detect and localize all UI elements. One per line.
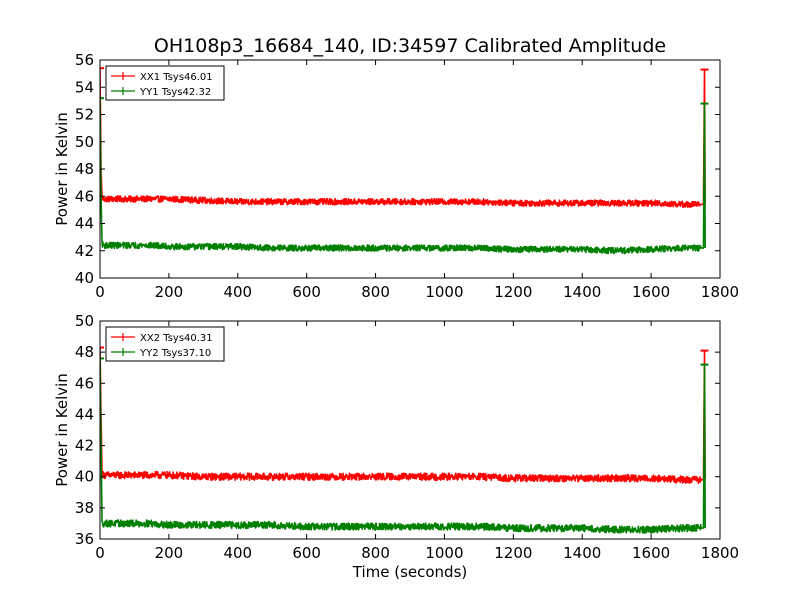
- x-tick-label: 200: [155, 544, 184, 562]
- y-tick-label: 52: [75, 106, 94, 124]
- y-tick-label: 50: [75, 312, 94, 330]
- x-tick-label: 1000: [425, 283, 463, 301]
- x-axis-label: Time (seconds): [352, 563, 468, 581]
- y-tick-label: 42: [75, 242, 94, 260]
- x-tick-label: 200: [155, 283, 184, 301]
- x-tick-label: 1200: [494, 544, 532, 562]
- x-tick-label: 1800: [701, 283, 739, 301]
- y-tick-label: 44: [75, 405, 94, 423]
- plot-area: [100, 346, 709, 534]
- legend: XX1 Tsys46.01 YY1 Tsys42.32: [105, 65, 225, 101]
- y-tick-label: 44: [75, 215, 94, 233]
- y-tick-label: 36: [75, 530, 94, 548]
- y-tick-label: 50: [75, 133, 94, 151]
- x-tick-label: 800: [361, 544, 390, 562]
- y-tick-label: 40: [75, 468, 94, 486]
- legend-entry-2: YY1 Tsys42.32: [139, 87, 211, 98]
- legend-entry-1: XX1 Tsys46.01: [140, 72, 213, 83]
- y-tick-label: 48: [75, 343, 94, 361]
- y-axis-label: Power in Kelvin: [53, 112, 71, 226]
- x-tick-label: 600: [292, 544, 321, 562]
- y-tick-label: 40: [75, 269, 94, 287]
- y-tick-label: 42: [75, 437, 94, 455]
- x-tick-label: 400: [223, 283, 252, 301]
- x-tick-label: 1400: [563, 283, 601, 301]
- legend-box: [105, 326, 225, 362]
- series-line-1: [100, 68, 706, 209]
- y-tick-label: 38: [75, 499, 94, 517]
- legend: XX2 Tsys40.31 YY2 Tsys37.10: [105, 326, 225, 362]
- y-tick-label: 46: [75, 374, 94, 392]
- x-tick-label: 0: [95, 283, 105, 301]
- x-tick-label: 400: [223, 544, 252, 562]
- top-panel: 0 200 400 600 800 1000 1200 1400 1600 1800 40 42 44 4…: [53, 51, 739, 301]
- legend-entry-2: YY2 Tsys37.10: [139, 348, 211, 359]
- x-tick-label: 600: [292, 283, 321, 301]
- series-line-2: [100, 98, 706, 255]
- x-tick-label: 1600: [632, 544, 670, 562]
- y-tick-label: 48: [75, 160, 94, 178]
- y-tick-label: 56: [75, 51, 94, 69]
- chart-title: OH108p3_16684_140, ID:34597 Calibrated A…: [154, 35, 666, 57]
- x-tick-label: 1600: [632, 283, 670, 301]
- x-tick-label: 1400: [563, 544, 601, 562]
- series-line-1: [100, 347, 706, 485]
- x-tick-label: 0: [95, 544, 105, 562]
- x-tick-label: 1000: [425, 544, 463, 562]
- x-tick-label: 1800: [701, 544, 739, 562]
- x-tick-label: 800: [361, 283, 390, 301]
- legend-box: [105, 65, 225, 101]
- x-tick-label: 1200: [494, 283, 532, 301]
- y-tick-label: 46: [75, 187, 94, 205]
- series-line-2: [100, 358, 706, 534]
- bottom-panel: 0 200 400 600 800 1000 1200 1400 1600 1800 36 38 40 4…: [53, 312, 739, 562]
- legend-entry-1: XX2 Tsys40.31: [140, 333, 213, 344]
- axes-frame: [99, 320, 721, 540]
- y-tick-label: 54: [75, 78, 94, 96]
- plot-area: [100, 67, 709, 255]
- y-axis-label: Power in Kelvin: [53, 373, 71, 487]
